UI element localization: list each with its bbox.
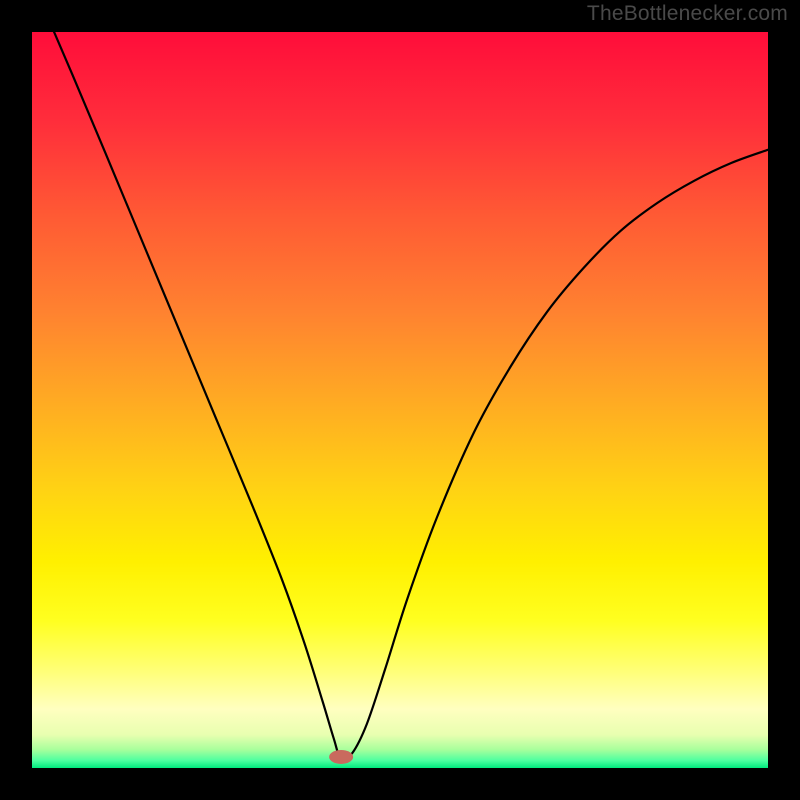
gradient-background [32, 32, 768, 768]
plot-svg [32, 32, 768, 768]
optimum-marker [329, 750, 353, 764]
watermark-text: TheBottlenecker.com [587, 2, 788, 26]
bottleneck-chart: TheBottlenecker.com [0, 0, 800, 800]
plot-area [32, 32, 768, 768]
